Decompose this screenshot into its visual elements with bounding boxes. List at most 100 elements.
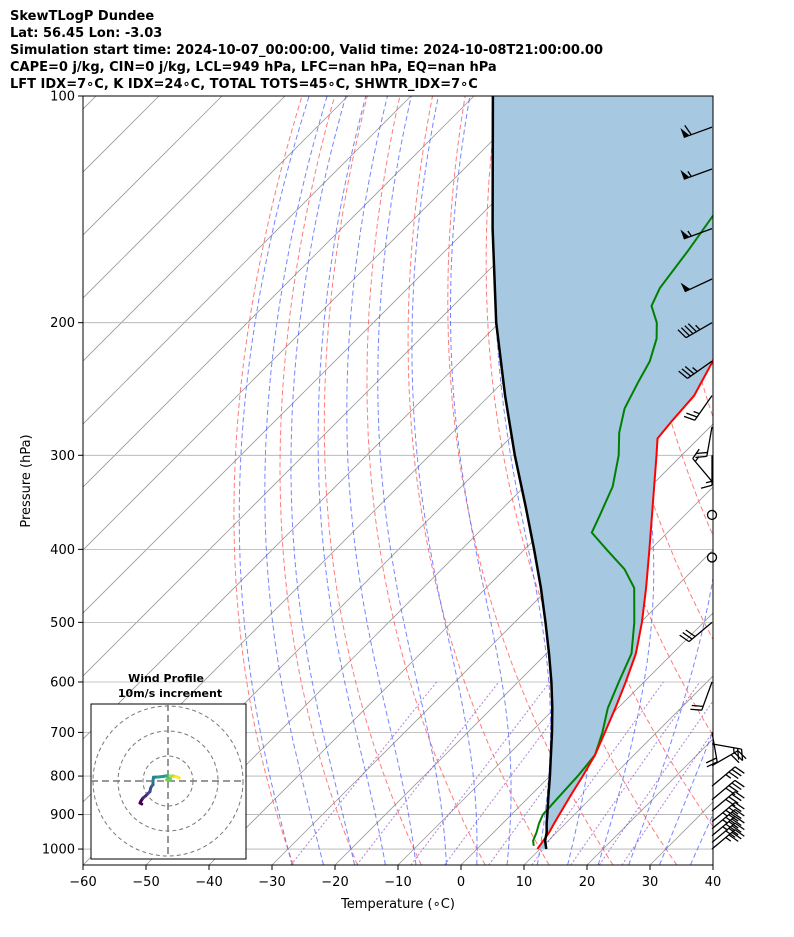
barb-full <box>737 750 747 760</box>
wind-barb <box>679 621 713 643</box>
barb-staff <box>694 395 713 421</box>
y-tick-label: 500 <box>50 616 75 631</box>
wind-barb <box>683 395 713 421</box>
barb-full <box>736 748 740 760</box>
barb-staff <box>692 458 713 482</box>
barb-full <box>734 801 745 810</box>
y-tick-label: 1000 <box>42 843 75 858</box>
parcel-profile <box>491 96 554 850</box>
stability-line: CAPE=0 j/kg, CIN=0 j/kg, LCL=949 hPa, LF… <box>10 60 497 75</box>
time-line: Simulation start time: 2024-10-07_00:00:… <box>10 43 603 58</box>
calm-circle <box>706 552 718 563</box>
barb-full <box>731 825 742 833</box>
barb-full <box>731 768 742 777</box>
x-tick-label: 0 <box>457 875 465 890</box>
x-tick-label: −60 <box>69 875 96 890</box>
dry-adiabat <box>366 96 486 865</box>
barb-full <box>734 815 745 824</box>
mixing-ratio-line <box>410 681 551 865</box>
wind-barb <box>706 509 718 521</box>
calm-circle <box>706 509 718 521</box>
moist-adiabat <box>628 96 713 865</box>
plot-area <box>83 96 794 865</box>
x-tick-label: −50 <box>132 875 159 890</box>
mixing-ratio-line <box>488 681 624 865</box>
barb-staff <box>683 168 713 180</box>
barb-full <box>734 822 745 831</box>
location-line: Lat: 56.45 Lon: -3.03 <box>10 26 163 41</box>
barb-full <box>706 761 718 768</box>
isotherm-line <box>712 864 713 865</box>
barb-full <box>731 831 742 840</box>
y-tick-label: 600 <box>50 675 75 690</box>
chart-header: SkewTLogP Dundee Lat: 56.45 Lon: -3.03 S… <box>10 8 603 93</box>
dry-adiabat <box>447 96 614 865</box>
barb-staff <box>683 227 713 240</box>
dry-adiabat <box>323 96 422 865</box>
barb-half <box>687 171 692 177</box>
barb-full <box>731 782 742 791</box>
isotherm-line <box>83 96 601 614</box>
isotherm-line <box>83 96 223 236</box>
barb-full <box>684 125 692 136</box>
isotherm-line <box>271 423 713 865</box>
barb-staff <box>685 322 713 339</box>
x-tick-label: −10 <box>384 875 411 890</box>
wind-barb <box>706 552 718 563</box>
isotherm-line <box>83 96 349 362</box>
hodograph-segment <box>176 775 181 780</box>
barb-full <box>725 798 736 807</box>
y-tick-label: 400 <box>50 543 75 558</box>
moist-adiabat <box>290 96 355 865</box>
cape-cin-shading <box>492 96 713 849</box>
barb-full <box>687 323 697 333</box>
wind-barb <box>711 829 745 850</box>
barb-staff <box>711 809 736 830</box>
mixing-ratio-line <box>570 681 701 865</box>
moist-adiabat <box>264 96 328 865</box>
mixing-ratio-line <box>290 681 437 865</box>
x-tick-label: 40 <box>705 875 722 890</box>
isotherm-line <box>83 96 286 299</box>
y-tick-label: 200 <box>50 316 75 331</box>
indices-line: LFT IDX=7∘C, K IDX=24∘C, TOTAL TOTS=45∘C… <box>10 77 478 92</box>
hodograph-plot <box>91 704 246 859</box>
barb-half <box>692 366 698 373</box>
barb-full <box>731 818 742 827</box>
wind-barb <box>680 168 713 180</box>
wind-barb <box>680 125 713 139</box>
barb-staff <box>711 815 736 837</box>
hodograph-subtitle: 10m/s increment <box>118 687 222 700</box>
barb-full <box>692 448 700 459</box>
barb-half <box>725 836 732 842</box>
barb-full <box>705 757 717 764</box>
barb-staff <box>711 743 742 750</box>
barb-full <box>683 415 696 421</box>
moist-adiabat <box>238 96 310 865</box>
moist-adiabat <box>346 96 417 865</box>
barb-full <box>700 484 713 489</box>
dry-adiabat <box>660 96 713 419</box>
y-axis-label: Pressure (hPa) <box>19 434 34 527</box>
hodograph-inset: Wind Profile 10m/s increment <box>90 672 247 860</box>
x-axis-ticks: −60 −50 −40 −30 −20 −10 0 10 20 30 40 <box>69 865 721 890</box>
barb-full <box>684 366 695 375</box>
x-tick-label: −20 <box>321 875 348 890</box>
moist-adiabat <box>411 96 478 865</box>
isotherm-line <box>334 486 713 865</box>
barb-full <box>728 834 739 842</box>
barb-full <box>734 791 745 799</box>
dry-adiabat <box>279 96 358 865</box>
moist-adiabat <box>721 96 794 865</box>
barb-flag <box>680 229 690 239</box>
x-tick-label: −30 <box>258 875 285 890</box>
barb-full <box>730 754 740 764</box>
dewpoint-profile <box>532 213 713 846</box>
wind-barb <box>680 227 713 240</box>
hodograph-title: Wind Profile <box>128 672 204 685</box>
wind-barb <box>692 448 713 482</box>
barb-flag <box>680 282 691 292</box>
barb-full <box>691 704 704 708</box>
barb-half <box>694 456 700 462</box>
